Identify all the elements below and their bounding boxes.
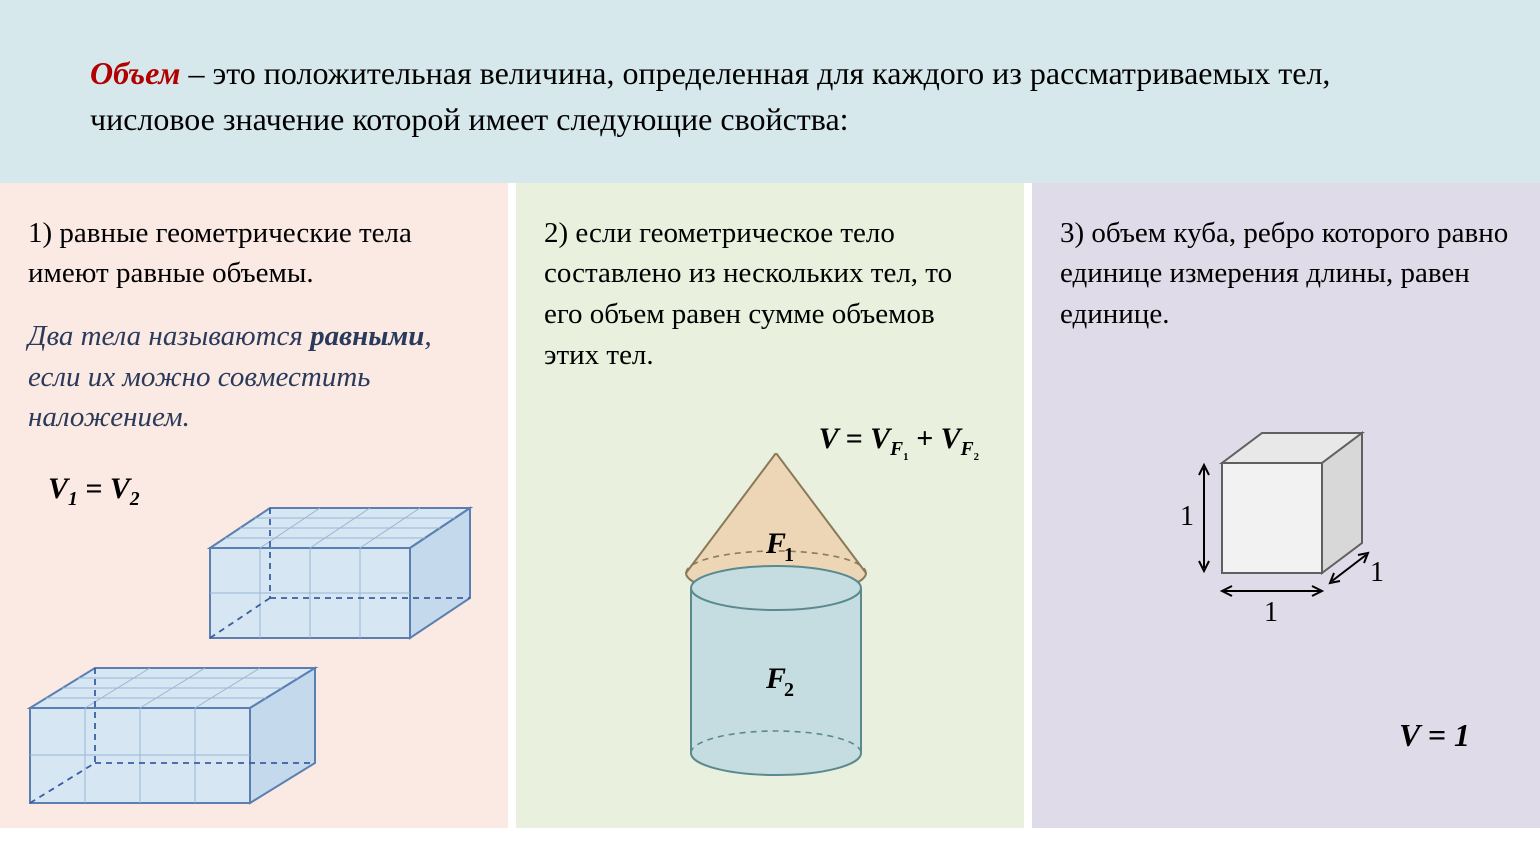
svg-text:2: 2 bbox=[784, 679, 794, 701]
svg-text:1: 1 bbox=[1180, 501, 1194, 532]
svg-text:1: 1 bbox=[1264, 597, 1278, 628]
svg-text:1: 1 bbox=[784, 544, 794, 566]
cone-cylinder-diagram: F 1 F 2 bbox=[636, 453, 916, 803]
unit-cube-diagram: 1 1 1 bbox=[1162, 413, 1422, 643]
svg-text:F: F bbox=[765, 527, 786, 560]
two-prisms-diagram bbox=[20, 488, 490, 818]
definition-text: – это положительная величина, определенн… bbox=[90, 55, 1330, 137]
svg-text:1: 1 bbox=[1370, 557, 1384, 588]
svg-text:F: F bbox=[765, 662, 786, 695]
property-1: 1) равные геометрические тела имеют равн… bbox=[0, 183, 508, 828]
property-1-text: 1) равные геометрические тела имеют равн… bbox=[28, 213, 480, 294]
property-3-text: 3) объем куба, ребро которого равно един… bbox=[1060, 213, 1512, 335]
property-2: 2) если геометрическое тело составлено и… bbox=[516, 183, 1024, 828]
formula-v-eq-1: V = 1 bbox=[1399, 713, 1470, 758]
properties-columns: 1) равные геометрические тела имеют равн… bbox=[0, 183, 1540, 828]
property-3: 3) объем куба, ребро которого равно един… bbox=[1032, 183, 1540, 828]
definition-header: Объем – это положительная величина, опре… bbox=[0, 0, 1540, 183]
property-2-text: 2) если геометрическое тело составлено и… bbox=[544, 213, 996, 375]
term-volume: Объем bbox=[90, 55, 180, 91]
property-1-note: Два тела называются равными, если их мож… bbox=[28, 316, 480, 438]
